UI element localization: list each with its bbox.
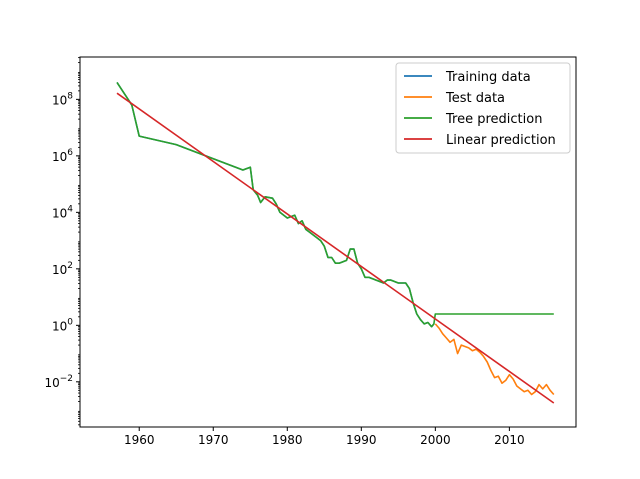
legend-label: Tree prediction	[445, 112, 542, 127]
x-tick-label: 1990	[346, 433, 377, 447]
y-tick-label: 108	[52, 91, 73, 107]
x-tick-label: 1970	[198, 433, 229, 447]
series-line-test-data	[434, 323, 555, 396]
x-axis: 1960 1970 1980 1990 2000 2010	[124, 427, 525, 447]
y-tick-label: 106	[52, 148, 73, 164]
x-tick-label: 1960	[124, 433, 155, 447]
y-tick-label: 10−2	[44, 374, 73, 390]
y-axis: 108 106 104 102 100 10−2	[44, 57, 80, 426]
legend-box	[395, 62, 571, 154]
series-line-linear-prediction	[116, 92, 555, 404]
x-tick-label: 2000	[420, 433, 451, 447]
y-tick-label: 100	[52, 317, 73, 333]
y-tick-label: 102	[52, 261, 73, 277]
legend-label: Training data	[445, 70, 531, 85]
y-tick-label: 104	[52, 204, 73, 220]
legend-label: Linear prediction	[446, 133, 556, 148]
legend: Training data Test data Tree prediction Lin…	[395, 62, 571, 154]
series-line-tree-prediction	[116, 81, 554, 328]
series-layer	[116, 81, 555, 404]
x-tick-label: 1980	[272, 433, 303, 447]
x-tick-label: 2010	[494, 433, 525, 447]
legend-label: Test data	[445, 91, 505, 106]
